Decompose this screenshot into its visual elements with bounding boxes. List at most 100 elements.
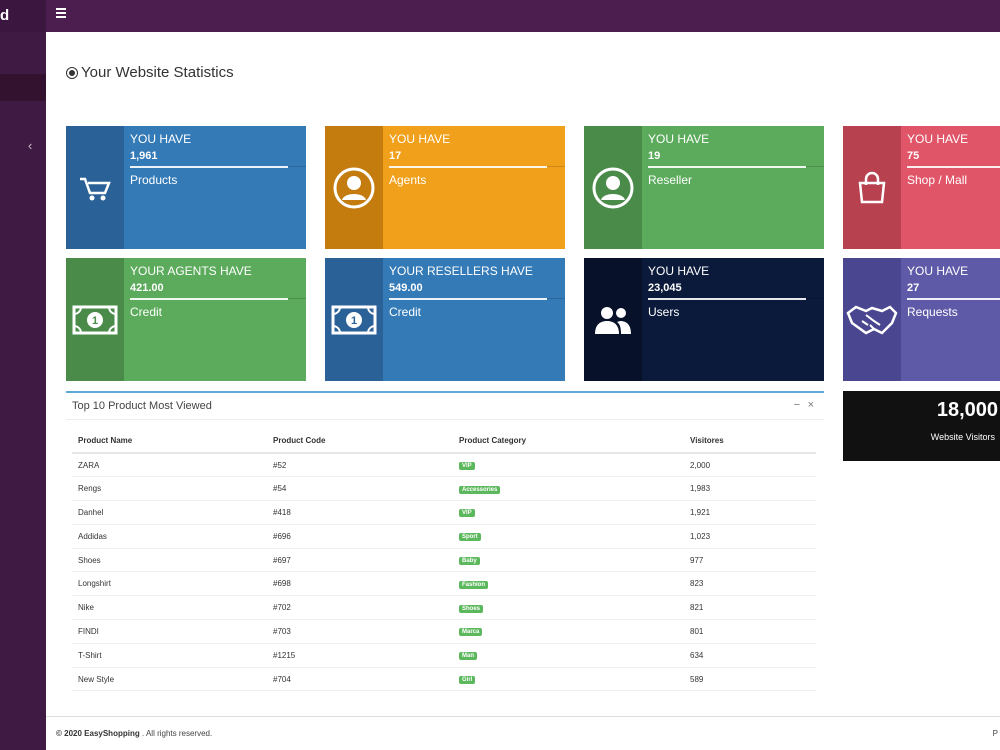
category-badge: Sport	[459, 533, 481, 542]
tile-value: 17	[389, 150, 402, 162]
category-cell: Girl	[453, 667, 684, 692]
tile-value: 23,045	[648, 282, 682, 294]
product-code-cell: #703	[267, 619, 453, 644]
minimize-icon[interactable]: −	[793, 399, 800, 411]
money-icon: 1	[66, 258, 124, 381]
tile-prefix: YOU HAVE	[389, 132, 451, 146]
page-title: Your Website Statistics	[66, 64, 234, 81]
category-cell: Accessories	[453, 476, 684, 502]
tile-label: Reseller	[648, 173, 693, 187]
product-name-cell: Shoes	[72, 548, 267, 573]
tile-value: 549.00	[389, 282, 423, 294]
product-code-cell: #418	[267, 500, 453, 525]
product-code-cell: #697	[267, 548, 453, 573]
dot-circle-icon	[66, 66, 78, 79]
table-row[interactable]: T-Shirt #1215 Man 634	[72, 643, 816, 668]
table-row[interactable]: Danhel #418 VIP 1,921	[72, 500, 816, 525]
column-header[interactable]: Product Name	[72, 429, 267, 454]
footer: © 2020 EasyShopping . All rights reserve…	[46, 716, 1000, 750]
category-badge: Girl	[459, 676, 476, 685]
users-icon	[584, 258, 642, 381]
visitors-label: Website Visitors	[930, 432, 995, 442]
product-code-cell: #698	[267, 571, 453, 597]
tile-agents[interactable]: YOU HAVE 17 Agents	[325, 126, 565, 249]
tile-agents-credit[interactable]: 1 YOUR AGENTS HAVE 421.00 Credit	[66, 258, 306, 381]
category-cell: Baby	[453, 548, 684, 573]
category-badge: Fashion	[459, 580, 489, 589]
close-icon[interactable]: ×	[807, 399, 814, 411]
product-code-cell: #696	[267, 524, 453, 549]
svg-text:1: 1	[351, 315, 357, 327]
tile-reseller[interactable]: YOU HAVE 19 Reseller	[584, 126, 824, 249]
tile-requests[interactable]: YOU HAVE 27 Requests	[843, 258, 1000, 381]
category-badge: Man	[459, 652, 477, 661]
tile-label: Requests	[907, 305, 958, 319]
tile-prefix: YOUR AGENTS HAVE	[130, 264, 252, 278]
tile-resellers-credit[interactable]: 1 YOUR RESELLERS HAVE 549.00 Credit	[325, 258, 565, 381]
page-title-text: Your Website Statistics	[81, 64, 234, 81]
table-row[interactable]: Shoes #697 Baby 977	[72, 548, 816, 573]
sidebar-active-item[interactable]	[0, 74, 46, 101]
tile-label: Products	[130, 173, 178, 187]
tile-prefix: YOUR RESELLERS HAVE	[389, 264, 533, 278]
column-header[interactable]: Visitores	[684, 429, 816, 454]
table-row[interactable]: FINDI #703 Marca 801	[72, 619, 816, 644]
sidebar-collapse-icon[interactable]: ‹	[28, 138, 33, 153]
category-badge: Shoes	[459, 604, 484, 613]
tile-label: Credit	[130, 305, 163, 319]
tile-label: Users	[648, 305, 680, 319]
panel-title: Top 10 Product Most Viewed	[72, 400, 212, 412]
visitors-cell: 801	[684, 619, 816, 644]
tile-prefix: YOU HAVE	[907, 264, 969, 278]
user-circle-icon	[325, 126, 383, 249]
tile-prefix: YOU HAVE	[648, 132, 710, 146]
tile-prefix: YOU HAVE	[648, 264, 710, 278]
column-header[interactable]: Product Code	[267, 429, 453, 454]
product-name-cell: Addidas	[72, 524, 267, 549]
category-cell: Fashion	[453, 571, 684, 597]
money-icon: 1	[325, 258, 383, 381]
sidebar: d ‹	[0, 0, 46, 750]
tile-label: Credit	[389, 305, 422, 319]
visitors-cell: 589	[684, 667, 816, 692]
table-row[interactable]: Rengs #54 Accessories 1,983	[72, 476, 816, 502]
product-code-cell: #52	[267, 453, 453, 478]
shopping-bag-icon	[843, 126, 901, 249]
cart-icon	[66, 126, 124, 249]
footer-right-text: P	[992, 729, 998, 738]
product-name-cell: FINDI	[72, 619, 267, 644]
top-products-panel: Top 10 Product Most Viewed − × Product N…	[66, 391, 824, 695]
category-cell: Marca	[453, 619, 684, 644]
tile-label: Agents	[389, 173, 427, 187]
category-cell: VIP	[453, 500, 684, 525]
product-code-cell: #1215	[267, 643, 453, 668]
product-code-cell: #704	[267, 667, 453, 692]
table-row[interactable]: ZARA #52 VIP 2,000	[72, 453, 816, 478]
tile-value: 19	[648, 150, 661, 162]
brand-logo[interactable]: d	[0, 0, 46, 32]
table-row[interactable]: New Style #704 Girl 589	[72, 667, 816, 692]
table-row[interactable]: Nike #702 Shoes 821	[72, 595, 816, 621]
product-name-cell: ZARA	[72, 453, 267, 478]
category-badge: Accessories	[459, 485, 501, 494]
footer-brand-link[interactable]: EasyShopping	[84, 729, 140, 738]
visitors-cell: 1,921	[684, 500, 816, 525]
column-header[interactable]: Product Category	[453, 429, 684, 454]
tile-products[interactable]: YOU HAVE 1,961 Products	[66, 126, 306, 249]
menu-toggle-icon[interactable]	[56, 8, 66, 22]
tile-shop-mall[interactable]: YOU HAVE 75 Shop / Mall	[843, 126, 1000, 249]
product-name-cell: T-Shirt	[72, 643, 267, 668]
visitors-cell: 2,000	[684, 453, 816, 478]
visitors-cell: 823	[684, 571, 816, 597]
visitors-cell: 1,023	[684, 524, 816, 549]
tile-prefix: YOU HAVE	[907, 132, 969, 146]
category-badge: Marca	[459, 628, 483, 637]
product-name-cell: Longshirt	[72, 571, 267, 597]
tile-users[interactable]: YOU HAVE 23,045 Users	[584, 258, 824, 381]
tile-value: 1,961	[130, 150, 158, 162]
visitors-cell: 634	[684, 643, 816, 668]
visitors-cell: 977	[684, 548, 816, 573]
table-row[interactable]: Addidas #696 Sport 1,023	[72, 524, 816, 549]
website-visitors-box: 18,000 Website Visitors	[843, 391, 1000, 461]
table-row[interactable]: Longshirt #698 Fashion 823	[72, 571, 816, 597]
